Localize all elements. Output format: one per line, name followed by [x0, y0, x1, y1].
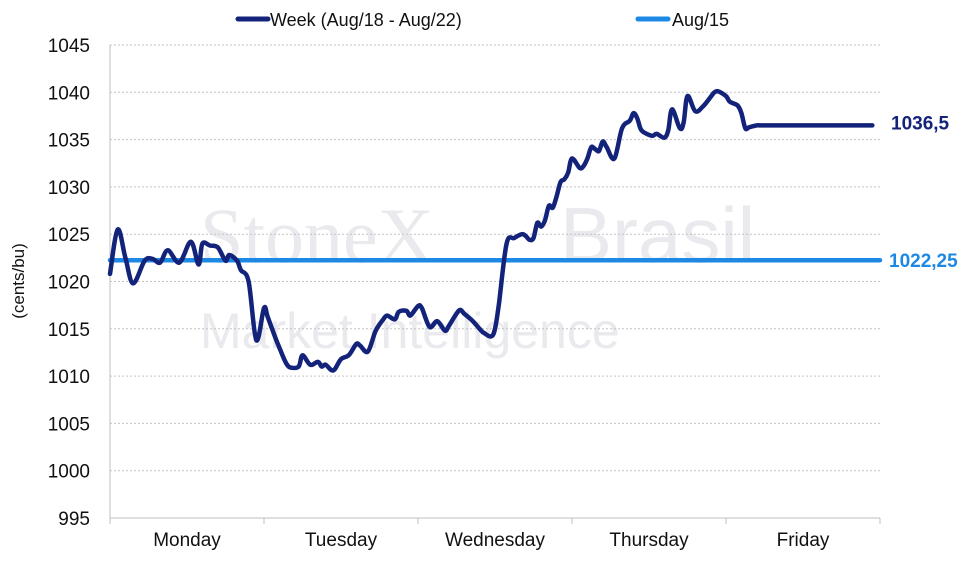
y-tick-label: 1005 [48, 414, 90, 435]
y-tick-label: 995 [58, 509, 90, 530]
x-tick-label: Friday [777, 530, 830, 551]
y-tick-label: 1015 [48, 320, 90, 341]
end-label-aug15: 1022,25 [889, 251, 958, 272]
y-tick-label: 1040 [48, 83, 90, 104]
end-labels: 1036,5 1022,25 [889, 113, 958, 272]
end-label-week: 1036,5 [891, 113, 950, 134]
y-tick-label: 1020 [48, 273, 90, 294]
y-axis-label: (cents/bu) [9, 243, 28, 319]
legend-label-aug15: Aug/15 [672, 10, 729, 30]
y-tick-label: 1030 [48, 178, 90, 199]
series-line-week [107, 88, 875, 373]
y-tick-label: 1000 [48, 462, 90, 483]
legend-label-week: Week (Aug/18 - Aug/22) [270, 10, 462, 30]
x-tick-label: Monday [153, 530, 221, 551]
x-tick-label: Wednesday [445, 530, 545, 551]
watermark-region: Brasil [560, 191, 755, 279]
axes [109, 45, 881, 524]
x-tick-label: Thursday [609, 530, 689, 551]
series-group [107, 88, 883, 373]
gridlines [110, 44, 880, 472]
y-tick-label: 1045 [48, 36, 90, 57]
y-tick-label: 1010 [48, 367, 90, 388]
x-tick-label: Tuesday [305, 530, 378, 551]
y-axis-tick-labels: 995 1000 1005 1010 1015 1020 1025 1030 1035 1040 1… [48, 36, 90, 530]
y-tick-label: 1035 [48, 131, 90, 152]
legend: Week (Aug/18 - Aug/22) Aug/15 [235, 10, 729, 30]
watermark: StoneX ® Brasil Market Intelligence [200, 191, 755, 359]
x-axis-tick-labels: Monday Tuesday Wednesday Thursday Friday [153, 530, 830, 551]
y-tick-label: 1025 [48, 225, 90, 246]
watermark-brand: StoneX [200, 192, 434, 279]
